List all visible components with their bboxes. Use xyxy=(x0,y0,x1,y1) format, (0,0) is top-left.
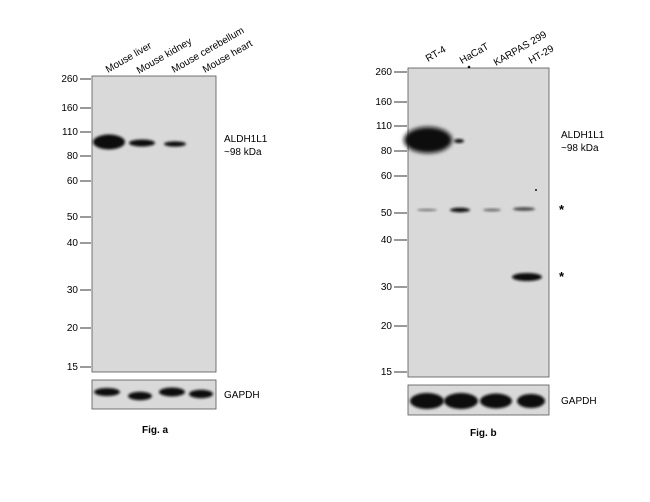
fig-b-gapdh-label: GAPDH xyxy=(561,396,597,407)
fig-a-panel: Mouse liver Mouse kidney Mouse cerebellu… xyxy=(61,25,267,436)
fig-b-band-hacat-aldh1l1-faint xyxy=(454,139,464,143)
fig-a-mw-40: 40 xyxy=(67,238,79,249)
fig-b-lane-label-1: RT-4 xyxy=(424,44,448,64)
fig-a-mw-160: 160 xyxy=(61,103,78,114)
fig-b-mw-60: 60 xyxy=(381,171,393,182)
fig-b-nonspecific-marker-32: * xyxy=(559,269,565,284)
fig-b-mw-110: 110 xyxy=(376,121,392,132)
fig-a-main-blot xyxy=(91,75,217,373)
fig-a-mw-60: 60 xyxy=(67,176,79,187)
fig-b-panel: RT-4 HaCaT KARPAS 299 HT-29 260 160 110 … xyxy=(375,29,604,439)
fig-b-mw-ladder: 260 160 110 80 60 50 40 30 20 15 xyxy=(375,67,407,378)
fig-b-band-hacat-50kda xyxy=(450,207,470,213)
fig-a-band-label-size: ~98 kDa xyxy=(224,147,262,158)
fig-b-gapdh-band-3 xyxy=(480,393,512,409)
fig-a-gapdh-band-2 xyxy=(128,391,152,401)
fig-a-mw-20: 20 xyxy=(67,323,79,334)
fig-b-main-blot xyxy=(407,67,550,378)
fig-a-gapdh-band-3 xyxy=(159,387,185,397)
fig-b-band-ht29-50kda xyxy=(513,207,535,211)
fig-b-mw-15: 15 xyxy=(381,367,393,378)
fig-a-band-lane-3 xyxy=(164,141,186,147)
fig-b-nonspecific-marker-50: * xyxy=(559,202,565,217)
fig-b-caption: Fig. b xyxy=(470,428,497,439)
fig-b-gapdh-band-4 xyxy=(517,394,545,408)
fig-a-mw-30: 30 xyxy=(67,285,79,296)
fig-b-mw-30: 30 xyxy=(381,282,393,293)
fig-a-mw-110: 110 xyxy=(62,127,78,138)
fig-b-lane-label-2: HaCaT xyxy=(458,41,491,66)
fig-a-gapdh-band-1 xyxy=(94,388,120,396)
fig-a-aldh1l1-bands xyxy=(93,134,186,150)
fig-b-mw-160: 160 xyxy=(375,97,392,108)
fig-a-band-lane-2 xyxy=(129,139,155,147)
fig-a-mw-50: 50 xyxy=(67,212,79,223)
fig-b-band-ht29-32kda xyxy=(512,273,542,281)
fig-a-gapdh-band-4 xyxy=(189,389,213,399)
fig-a-mw-80: 80 xyxy=(67,151,79,162)
fig-b-gapdh-bands xyxy=(410,393,545,409)
fig-b-mw-80: 80 xyxy=(381,146,393,157)
fig-b-speck-2 xyxy=(535,189,537,191)
fig-a-mw-ladder: 260 160 110 80 60 50 40 30 20 15 xyxy=(61,74,91,373)
fig-b-band-karpas-50kda xyxy=(483,208,501,212)
fig-b-band-label-name: ALDH1L1 xyxy=(561,130,605,141)
fig-b-gapdh-band-2 xyxy=(444,393,478,409)
fig-b-band-rt4-50kda xyxy=(417,208,437,212)
fig-b-band-label-size: ~98 kDa xyxy=(561,143,599,154)
fig-b-mw-50: 50 xyxy=(381,208,393,219)
fig-a-band-lane-1 xyxy=(93,134,125,150)
fig-b-band-rt4-aldh1l1 xyxy=(404,127,452,153)
fig-a-band-label-name: ALDH1L1 xyxy=(224,134,268,145)
fig-b-mw-20: 20 xyxy=(381,321,393,332)
fig-b-speck-1 xyxy=(467,65,471,69)
fig-b-mw-40: 40 xyxy=(381,235,393,246)
fig-a-gapdh-bands xyxy=(94,387,213,401)
fig-b-mw-260: 260 xyxy=(375,67,392,78)
fig-a-caption: Fig. a xyxy=(142,425,169,436)
fig-b-bands xyxy=(404,65,542,281)
fig-a-gapdh-label: GAPDH xyxy=(224,390,260,401)
fig-a-mw-15: 15 xyxy=(67,362,79,373)
fig-b-gapdh-band-1 xyxy=(410,393,444,409)
fig-a-mw-260: 260 xyxy=(61,74,78,85)
